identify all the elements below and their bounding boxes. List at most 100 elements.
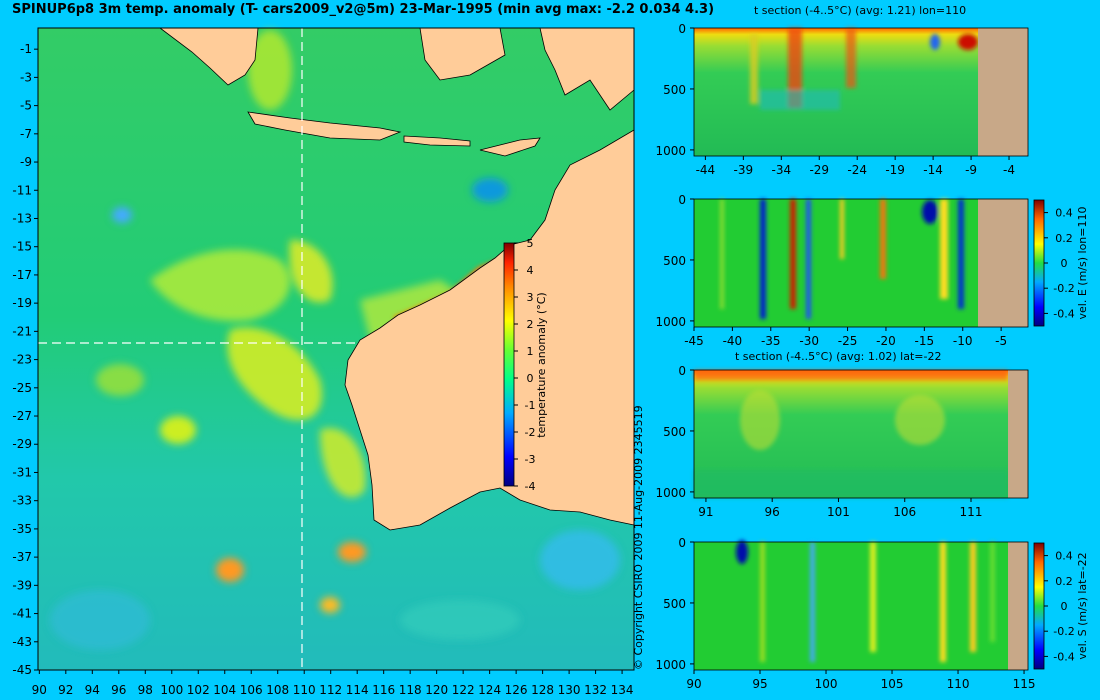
map-y-tick-label: -17 bbox=[12, 268, 32, 282]
vel-colorbar-tick-label: 0.2 bbox=[1055, 232, 1073, 245]
panel-3-texture bbox=[694, 370, 1008, 498]
map-y-axis: -1 -3 -5 -7 -9 -11 -13 -15 -17 -19 -21 -23 -25 -27 -29… bbox=[12, 42, 38, 677]
panel-4-seafloor bbox=[1008, 542, 1028, 670]
panel-x-tick-label: -15 bbox=[915, 334, 935, 348]
java-land bbox=[247, 111, 402, 141]
colorbar-tick-label: 3 bbox=[527, 291, 534, 304]
panel-x-tick-label: -19 bbox=[885, 163, 905, 177]
map-x-tick-label: 122 bbox=[452, 683, 475, 697]
colorbar-tick-label: 1 bbox=[527, 345, 534, 358]
panel-2-colorbar bbox=[1033, 199, 1045, 327]
panel-x-tick-label: 100 bbox=[815, 677, 838, 691]
vel-colorbar-tick-label: -0.2 bbox=[1053, 282, 1074, 295]
panel-y-tick-label: 0 bbox=[678, 536, 686, 550]
colorbar-ticks: 5 4 3 2 1 0 -1 -2 -3 -4 bbox=[514, 237, 535, 493]
map-x-tick-label: 134 bbox=[611, 683, 634, 697]
colorbar-tick-label: -4 bbox=[525, 480, 536, 493]
map-y-tick-label: -7 bbox=[20, 127, 32, 141]
panel-x-tick-label: -39 bbox=[734, 163, 754, 177]
lesser-sunda-islands bbox=[403, 135, 471, 147]
map-x-tick-label: 128 bbox=[531, 683, 554, 697]
panel-1-seafloor bbox=[978, 28, 1028, 156]
map-x-tick-label: 108 bbox=[266, 683, 289, 697]
panel-x-tick-label: -45 bbox=[684, 334, 704, 348]
panel-4-field bbox=[694, 542, 1008, 670]
map-y-tick-label: -33 bbox=[12, 494, 32, 508]
panel-y-tick-label: 500 bbox=[663, 254, 686, 268]
panel-y-tick-label: 1000 bbox=[655, 315, 686, 329]
map-y-tick-label: -1 bbox=[20, 42, 32, 56]
colorbar-tick-label: 4 bbox=[527, 264, 534, 277]
map-x-tick-label: 98 bbox=[138, 683, 153, 697]
timor-island bbox=[479, 137, 541, 157]
panel-x-tick-label: -14 bbox=[923, 163, 943, 177]
map-x-tick-label: 90 bbox=[32, 683, 47, 697]
panel-3-seafloor bbox=[1008, 370, 1028, 498]
map-y-tick-label: -15 bbox=[12, 240, 32, 254]
panel-x-tick-label: -4 bbox=[1003, 163, 1015, 177]
map-y-tick-label: -25 bbox=[12, 381, 32, 395]
panel-x-tick-label: 90 bbox=[686, 677, 701, 691]
vel-colorbar-tick-label: 0.4 bbox=[1055, 207, 1073, 220]
panel-4-axes: 90 95 100 105 110 115 0 500 1000 bbox=[655, 536, 1035, 691]
panel-x-tick-label: 105 bbox=[881, 677, 904, 691]
map-y-tick-label: -21 bbox=[12, 324, 32, 338]
copyright-text: © Copyright CSIRO 2009 11-Aug-2009 23455… bbox=[632, 405, 645, 670]
panel-x-tick-label: -9 bbox=[965, 163, 977, 177]
map-y-tick-label: -41 bbox=[12, 607, 32, 621]
map-y-tick-label: -9 bbox=[20, 155, 32, 169]
panel-vel-s-lat[interactable]: 90 95 100 105 110 115 0 500 1000 0.4 0.2 0 -0.2 -0.4… bbox=[655, 536, 1089, 691]
vel-colorbar-tick-label: 0.4 bbox=[1055, 550, 1073, 563]
panel-x-tick-label: 110 bbox=[947, 677, 970, 691]
copyright-notice: © Copyright CSIRO 2009 11-Aug-2009 23455… bbox=[632, 405, 645, 670]
panel-2-texture bbox=[720, 199, 964, 319]
colorbar-tick-label: -3 bbox=[525, 453, 536, 466]
panel-x-tick-label: -44 bbox=[696, 163, 716, 177]
panel-4-colorbar bbox=[1033, 542, 1045, 670]
panel-y-tick-label: 0 bbox=[678, 193, 686, 207]
map-y-tick-label: -5 bbox=[20, 99, 32, 113]
map-y-tick-label: -39 bbox=[12, 578, 32, 592]
panel-t-section-lat[interactable]: 91 96 101 106 111 0 500 1000 bbox=[655, 364, 1029, 519]
map-y-tick-label: -43 bbox=[12, 635, 32, 649]
colorbar-gradient bbox=[503, 242, 515, 487]
panel-x-tick-label: -29 bbox=[809, 163, 829, 177]
panel-x-tick-label: -5 bbox=[995, 334, 1007, 348]
panel-x-tick-label: 91 bbox=[698, 505, 713, 519]
map-y-tick-label: -3 bbox=[20, 70, 32, 84]
colorbar-tick-label: 2 bbox=[527, 318, 534, 331]
panel-x-tick-label: -40 bbox=[723, 334, 743, 348]
panel-x-tick-label: -24 bbox=[847, 163, 867, 177]
map-x-tick-label: 116 bbox=[372, 683, 395, 697]
map-x-tick-label: 124 bbox=[478, 683, 501, 697]
panel-x-tick-label: 96 bbox=[765, 505, 780, 519]
panel-x-tick-label: -30 bbox=[799, 334, 819, 348]
map-x-tick-label: 126 bbox=[505, 683, 528, 697]
panel-3-axes: 91 96 101 106 111 0 500 1000 bbox=[655, 364, 982, 519]
panel-x-tick-label: 115 bbox=[1013, 677, 1036, 691]
map-y-tick-label: -19 bbox=[12, 296, 32, 310]
panel-2-axes: -45 -40 -35 -30 -25 -20 -15 -10 -5 0 500 1000 bbox=[655, 193, 1007, 348]
panel-y-tick-label: 1000 bbox=[655, 486, 686, 500]
panel-4-colorbar-ticks: 0.4 0.2 0 -0.2 -0.4 bbox=[1044, 550, 1075, 663]
map-x-tick-label: 130 bbox=[558, 683, 581, 697]
panel-x-tick-label: 95 bbox=[752, 677, 767, 691]
temperature-anomaly-map[interactable]: 90 92 94 96 98 100 102 104 106 108 110 112 114 116 118… bbox=[0, 0, 640, 700]
colorbar-label: temperature anomaly (°C) bbox=[535, 292, 548, 437]
colorbar-tick-label: -2 bbox=[525, 426, 536, 439]
map-y-tick-label: -29 bbox=[12, 437, 32, 451]
colorbar-tick-label: 0 bbox=[527, 372, 534, 385]
map-y-tick-label: -45 bbox=[12, 663, 32, 677]
map-x-tick-label: 100 bbox=[160, 683, 183, 697]
panel-x-tick-label: 101 bbox=[827, 505, 850, 519]
map-x-tick-label: 110 bbox=[293, 683, 316, 697]
map-y-tick-label: -37 bbox=[12, 550, 32, 564]
panel-t-section-lon[interactable]: -44 -39 -34 -29 -24 -19 -14 -9 -4 0 500 1000 bbox=[655, 22, 1029, 177]
panel-x-tick-label: 106 bbox=[893, 505, 916, 519]
panel-x-tick-label: -20 bbox=[876, 334, 896, 348]
panel-2-colorbar-ticks: 0.4 0.2 0 -0.2 -0.4 bbox=[1044, 207, 1075, 320]
land-masses bbox=[158, 27, 635, 531]
map-x-tick-label: 114 bbox=[346, 683, 369, 697]
